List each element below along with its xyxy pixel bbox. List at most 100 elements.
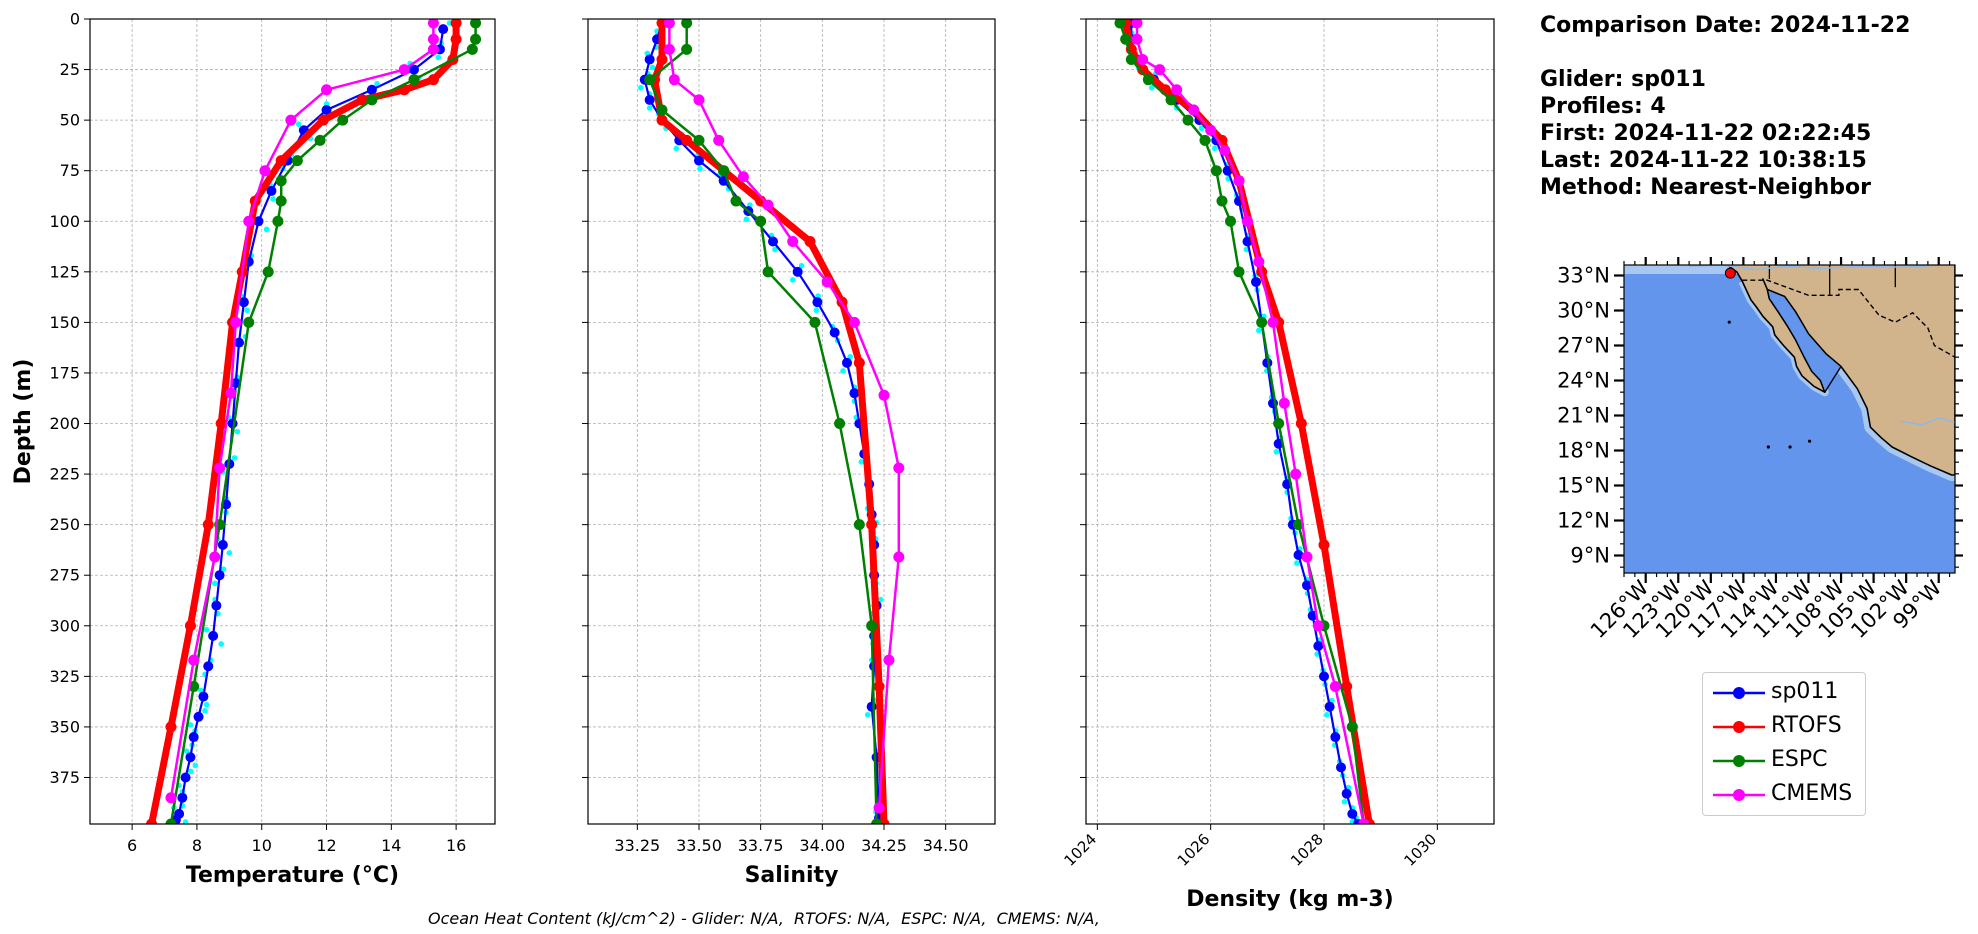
x-axis-label: Salinity [745, 863, 839, 888]
cmems-point [893, 551, 905, 563]
sp011-point [238, 297, 249, 308]
cmems-point [1188, 104, 1200, 116]
sp011-raw-point [798, 262, 805, 269]
sp011-point [230, 378, 241, 389]
legend-item-espc: ESPC [1703, 745, 1865, 775]
sp011-point [644, 54, 655, 65]
map-lat-label: 21°N [1557, 404, 1610, 428]
y-tick-label: 0 [70, 10, 80, 29]
espc-point [1210, 165, 1222, 177]
cmems-point [1171, 84, 1183, 96]
espc-point [243, 316, 255, 328]
sp011-raw-point [202, 707, 208, 714]
sp011-point [792, 266, 803, 277]
espc-line [169, 23, 477, 824]
sp011-raw-point [877, 596, 884, 603]
map-lat-label: 24°N [1557, 369, 1610, 393]
sp011-raw-point [211, 580, 218, 587]
legend-label-espc: ESPC [1771, 747, 1828, 772]
espc-point [834, 418, 846, 430]
legend-swatch-cmems [1713, 789, 1765, 801]
info-block: Comparison Date: 2024-11-22 Glider: sp011… [1540, 12, 1910, 201]
axes-frame [89, 18, 496, 825]
espc-point [470, 33, 482, 45]
legend-swatch-sp011 [1713, 687, 1765, 699]
location-map: 126°W123°W120°W117°W114°W111°W108°W105°W… [1557, 257, 1963, 643]
espc-point [272, 215, 284, 227]
sp011-point [1330, 732, 1341, 743]
espc-point [718, 165, 730, 177]
y-tick-label: 150 [49, 313, 80, 332]
cmems-point [1131, 19, 1143, 29]
map-lat-label: 12°N [1557, 509, 1610, 533]
y-tick-label: 350 [49, 717, 80, 736]
espc-point [337, 114, 349, 126]
x-tick-label: 1028 [1287, 830, 1327, 870]
cmems-point [1358, 818, 1370, 824]
legend-item-rtofs: RTOFS [1703, 711, 1865, 741]
axes-frame [1085, 18, 1495, 825]
profile-panel-1: 6 8 10 12 14 16 0 25 50 75 100 125 150 175 200 225 250 27… [11, 10, 496, 888]
espc-point [262, 266, 274, 278]
rtofs-point [681, 134, 693, 146]
cmems-point [188, 654, 200, 666]
rtofs-line [148, 23, 460, 824]
sp011-point [438, 24, 449, 35]
sp011-point [849, 388, 860, 399]
espc-point [1233, 266, 1245, 278]
cmems-point [1267, 316, 1279, 328]
espc-point [314, 134, 326, 146]
x-tick-label: 34.00 [799, 836, 845, 855]
sp011-point [214, 570, 225, 581]
x-tick-label: 33.50 [676, 836, 722, 855]
x-tick-label: 16 [446, 836, 466, 855]
river-line [1900, 417, 1955, 426]
cmems-point [398, 64, 410, 76]
glider-name: Glider: sp011 [1540, 67, 1706, 92]
sp011-raw-point [220, 566, 227, 572]
legend-item-sp011: sp011 [1703, 677, 1865, 707]
rtofs-point [356, 94, 368, 106]
espc-point [656, 104, 668, 116]
cmems-point [427, 43, 439, 55]
sp011-point [193, 711, 204, 722]
sp011-raw-point [858, 459, 865, 465]
island [1807, 439, 1812, 443]
y-tick-label: 250 [49, 515, 80, 534]
sp011-raw-point [649, 64, 656, 71]
gulf-of-california [1766, 288, 1842, 393]
sp011-raw-point [234, 428, 241, 435]
espc-point [853, 519, 865, 531]
y-tick-label: 100 [49, 212, 80, 231]
cmems-point [893, 462, 905, 474]
x-tick-label: 14 [381, 836, 401, 855]
sp011-raw-point [168, 825, 174, 831]
espc-point [408, 74, 420, 86]
sp011-point [829, 327, 840, 338]
espc-point [291, 155, 303, 167]
rtofs-point [656, 53, 668, 65]
profile-count: Profiles: 4 [1540, 94, 1666, 119]
cmems-point [427, 33, 439, 45]
y-tick-label: 25 [60, 60, 80, 79]
sp011-raw-point [1211, 145, 1218, 152]
sp011-raw-point [203, 627, 210, 633]
espc-point [1182, 114, 1194, 126]
legend: sp011 RTOFS ESPC CMEMS [1702, 672, 1866, 816]
cmems-point [693, 94, 705, 106]
cmems-point [663, 43, 675, 55]
sp011-raw-point [374, 80, 380, 87]
sp011-point [234, 337, 245, 348]
espc-point [1346, 721, 1358, 733]
x-tick-label: 1024 [1060, 830, 1100, 870]
sp011-point [1336, 762, 1346, 773]
y-tick-label: 50 [60, 111, 80, 130]
sp011-raw-point [864, 711, 871, 718]
espc-point [866, 620, 878, 632]
cmems-point [1253, 256, 1265, 268]
y-tick-label: 275 [49, 566, 80, 585]
sp011-raw-point [218, 641, 225, 647]
x-tick-label: 34.25 [861, 836, 907, 855]
cmems-point [1290, 468, 1302, 480]
espc-point [644, 74, 656, 86]
